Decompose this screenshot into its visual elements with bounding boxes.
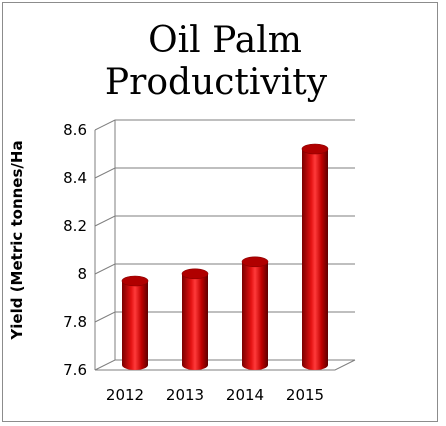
x-tick-label: 2012 <box>106 386 144 404</box>
y-tick-label: 8.4 <box>63 169 87 187</box>
bar <box>241 256 269 370</box>
y-tick-labels: 7.6 7.8 8 8.2 8.4 8.6 <box>63 121 87 379</box>
chart-frame <box>2 2 438 422</box>
y-tick-label: 8 <box>77 265 87 283</box>
gridline <box>94 263 355 275</box>
x-tick-label: 2013 <box>166 386 204 404</box>
gridline <box>94 167 355 179</box>
y-tick-label: 8.2 <box>63 217 87 235</box>
x-tick-label: 2014 <box>226 386 264 404</box>
y-tick-label: 8.6 <box>63 121 87 139</box>
gridlines <box>94 119 356 371</box>
gridline <box>94 311 355 323</box>
y-tick-label: 7.8 <box>63 313 87 331</box>
gridline <box>94 215 355 227</box>
bars <box>121 143 329 370</box>
chart-title-line-1: Oil Palm <box>148 20 302 61</box>
bar <box>301 143 329 370</box>
x-tick-labels: 2012 2013 2014 2015 <box>106 386 324 404</box>
bar <box>181 268 209 370</box>
chart-title-line-2: Productivity <box>105 62 328 103</box>
bar <box>121 275 149 370</box>
floor-edge <box>95 359 356 371</box>
x-tick-label: 2015 <box>286 386 324 404</box>
gridline <box>94 119 355 131</box>
y-tick-label: 7.6 <box>63 361 87 379</box>
y-axis-label: Yield (Metric tonnes/Ha <box>8 140 26 340</box>
gridline <box>94 359 355 371</box>
